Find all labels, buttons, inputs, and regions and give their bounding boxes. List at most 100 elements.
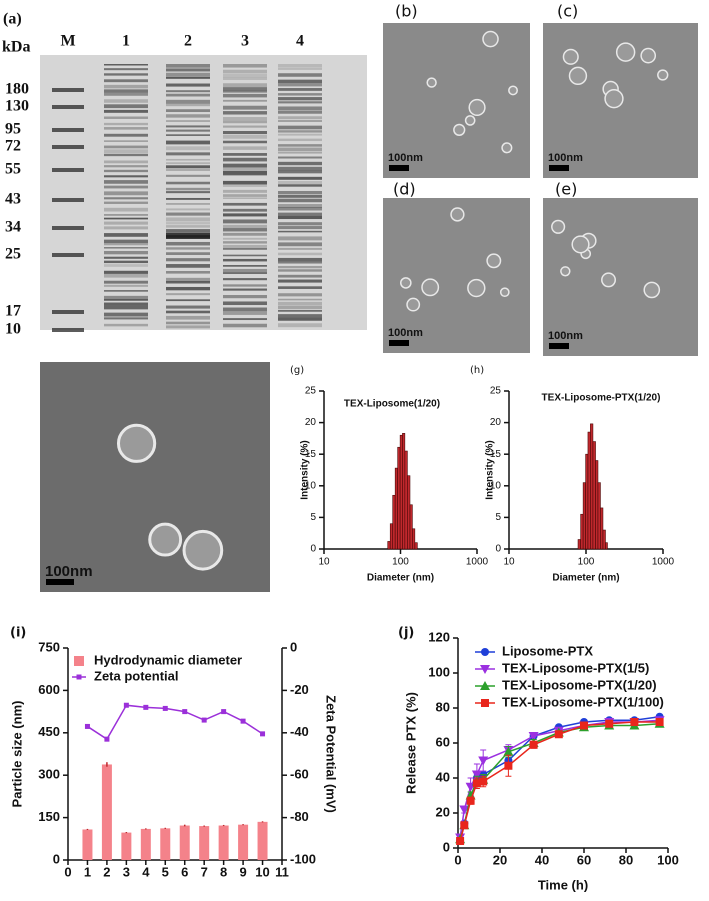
- x-tick-label: 80: [619, 852, 633, 867]
- gel-band: [166, 125, 210, 128]
- data-point: [481, 699, 489, 707]
- gel-band: [223, 180, 267, 185]
- vesicle: [508, 85, 518, 96]
- gel-band: [223, 120, 267, 124]
- vesicle: [601, 272, 617, 288]
- gel-band: [104, 84, 148, 89]
- gel-band: [166, 299, 210, 302]
- gel-band: [104, 197, 148, 200]
- histogram-bar: [590, 423, 594, 550]
- gel-band: [166, 225, 210, 228]
- marker-label: 72: [5, 138, 21, 155]
- y-tick-label: 15: [490, 449, 502, 460]
- x-tick-label: 11: [275, 864, 289, 879]
- gel-band: [223, 99, 267, 102]
- data-point: [504, 761, 513, 770]
- vesicle: [643, 281, 661, 299]
- histogram-bar: [600, 507, 604, 550]
- data-point: [162, 705, 168, 711]
- vesicle: [551, 219, 566, 234]
- series-line: [459, 719, 660, 838]
- marker-band: [52, 310, 84, 314]
- gel-band: [166, 129, 210, 132]
- gel-band: [223, 131, 267, 135]
- gel-band: [166, 103, 210, 107]
- gel-band: [278, 106, 322, 111]
- scale-bar: [389, 340, 409, 346]
- gel-band: [104, 133, 148, 137]
- histogram-bar: [582, 482, 586, 550]
- histogram-bar: [399, 434, 403, 550]
- gel-band: [223, 185, 267, 188]
- panel-label: (j): [398, 626, 414, 641]
- y-tick-label: 150: [38, 809, 60, 824]
- gel-band: [104, 153, 148, 157]
- lane-label: M: [60, 33, 75, 50]
- y2-tick-label: -80: [290, 809, 309, 824]
- gel-band: [104, 169, 148, 173]
- bar: [199, 826, 210, 860]
- chart: 0 1 2 3 4 5 6 7 8 9 10 110150300450600750-100-80-60…: [9, 626, 338, 880]
- bar: [179, 825, 190, 860]
- gel-band: [104, 280, 148, 284]
- data-point: [471, 770, 482, 780]
- gel-band: [166, 305, 210, 309]
- gel-band: [104, 68, 148, 71]
- gel-band: [104, 214, 148, 216]
- gel-band: [278, 147, 322, 152]
- legend-label: TEX-Liposome-PTX(1/100): [502, 694, 664, 709]
- gel-band: [223, 258, 267, 262]
- x-tick-label: 1000: [466, 557, 489, 568]
- gel-band: [166, 325, 210, 329]
- x-tick-label: 1000: [652, 557, 675, 568]
- y-tick-label: 20: [305, 417, 317, 428]
- series-line: [87, 704, 263, 741]
- scale-bar-label: 100nm: [548, 330, 583, 342]
- gel-band: [166, 281, 210, 284]
- x-tick-label: 9: [239, 864, 246, 879]
- gel-band: [278, 181, 322, 185]
- chart-title: TEX-Liposome-PTX(1/20): [542, 393, 661, 404]
- vesicle: [467, 278, 486, 298]
- data-point: [472, 779, 481, 788]
- gel-band: [278, 79, 322, 84]
- gel-band: [166, 310, 210, 314]
- y2-axis-label: Zeta Potential (mV): [324, 695, 339, 813]
- histogram-bar: [414, 542, 418, 550]
- vesicle: [450, 207, 465, 222]
- data-point: [240, 718, 246, 724]
- gel-band: [278, 88, 322, 91]
- series-line: [459, 721, 660, 842]
- vesicle: [640, 47, 657, 64]
- gel-band: [166, 72, 210, 77]
- gel-band: [278, 247, 322, 250]
- gel-band: [166, 233, 210, 239]
- gel-band: [223, 163, 267, 168]
- data-point: [84, 723, 90, 729]
- lane-label: 4: [296, 33, 304, 50]
- y-tick-label: 0: [443, 839, 450, 854]
- marker-label: 17: [5, 303, 21, 320]
- x-tick-label: 40: [535, 852, 549, 867]
- vesicle: [421, 278, 440, 297]
- y-tick-label: 0: [53, 851, 60, 866]
- scale-bar: [389, 165, 409, 171]
- x-tick-label: 7: [201, 864, 208, 879]
- data-point: [456, 837, 465, 845]
- gel-band: [166, 76, 210, 79]
- gel-band: [166, 152, 210, 156]
- gel-band: [278, 265, 322, 269]
- histogram-bar: [580, 513, 584, 550]
- gel-band: [278, 279, 322, 283]
- gel-band: [166, 158, 210, 161]
- histogram-bar: [592, 441, 596, 550]
- vesicle: [453, 123, 466, 137]
- vesicle: [657, 69, 669, 81]
- tem-image: 100nm: [543, 198, 698, 356]
- marker-label: 25: [5, 246, 21, 263]
- gel-band: [278, 274, 322, 278]
- y-tick-label: 600: [38, 682, 60, 697]
- gel-band: [104, 79, 148, 83]
- gel-band: [166, 212, 210, 216]
- gel-band: [278, 226, 322, 230]
